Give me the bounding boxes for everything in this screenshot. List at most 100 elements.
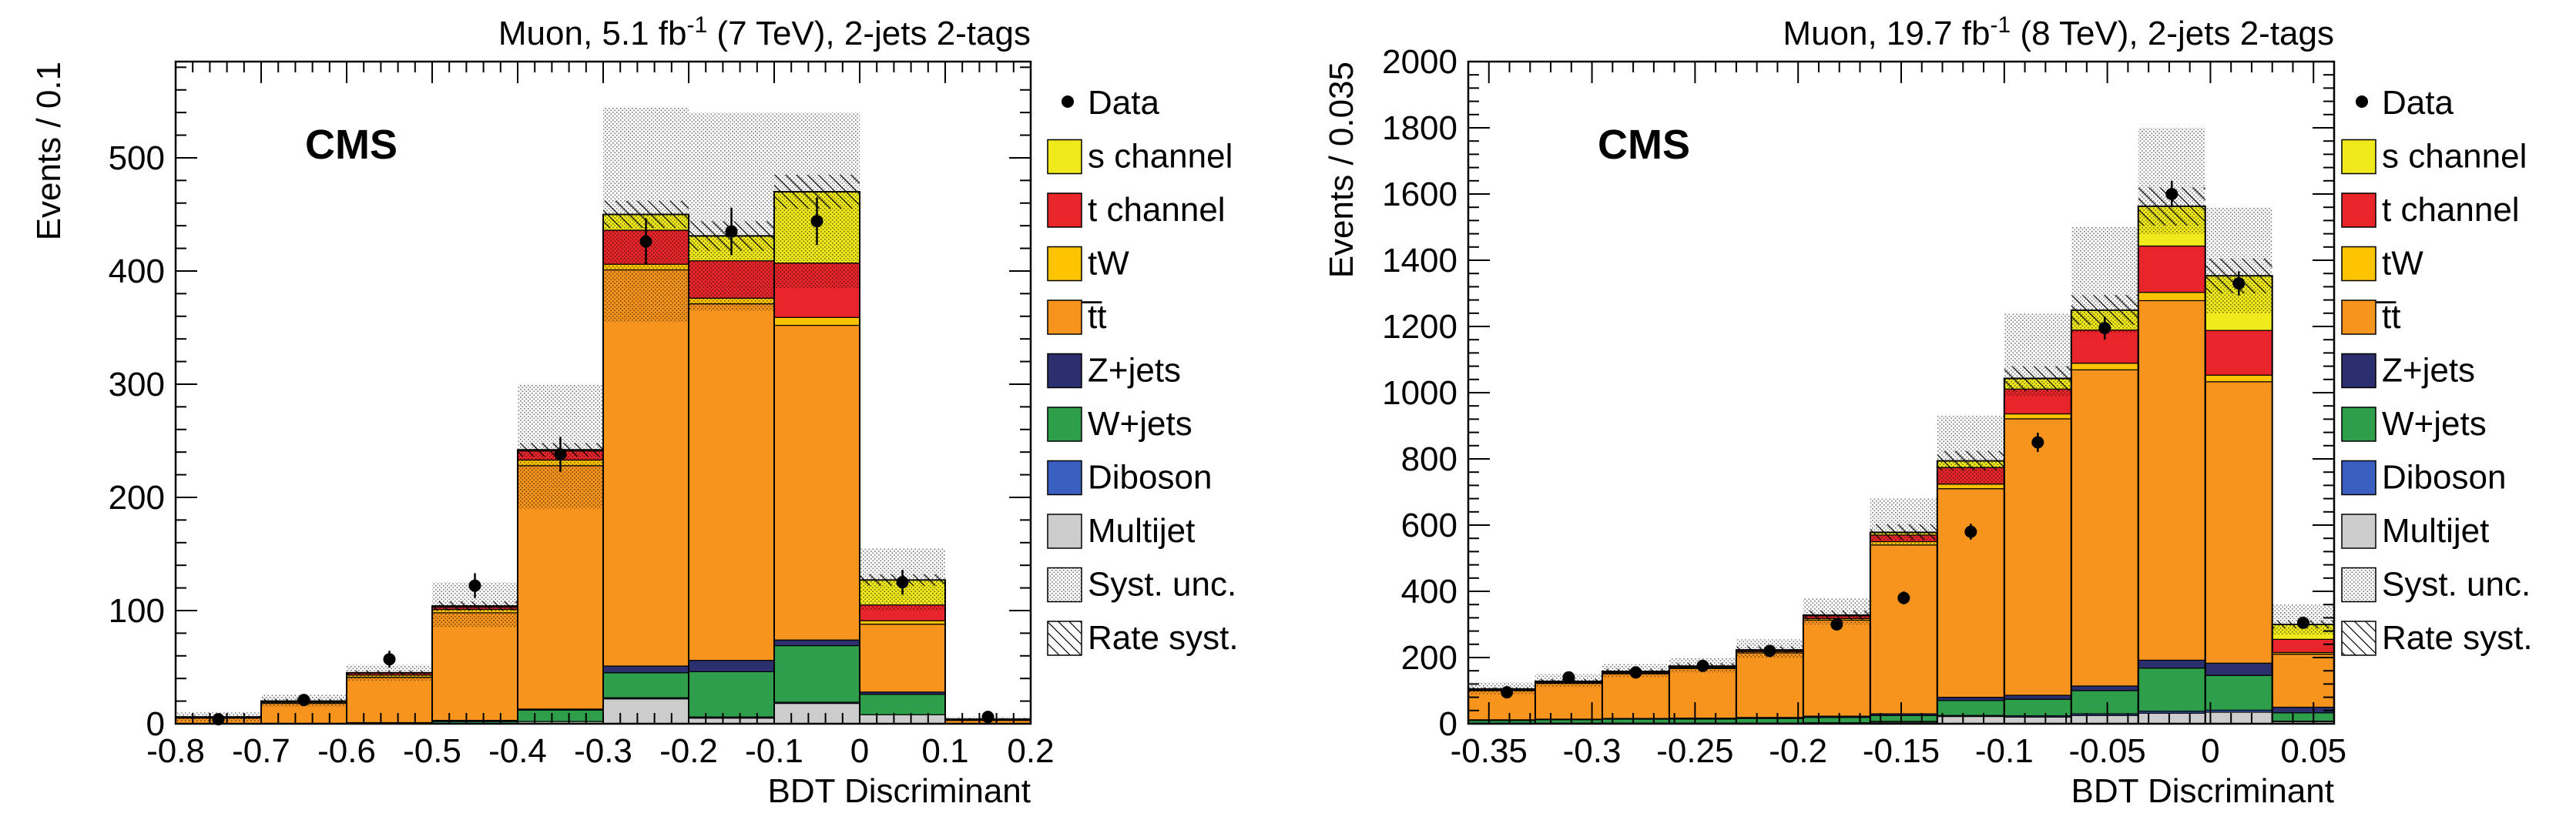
y-axis-title: Events / 0.1 <box>30 62 68 240</box>
data-point <box>2031 436 2044 449</box>
cms-label: CMS <box>305 122 397 168</box>
y-tick-label: 200 <box>109 479 165 517</box>
bar-w-jets <box>2272 712 2335 722</box>
bar-w-jets <box>517 709 604 722</box>
legend-data-marker <box>1062 95 1074 108</box>
bar-tw <box>773 316 860 326</box>
legend-label: Data <box>2382 84 2454 122</box>
data-point <box>1562 671 1575 684</box>
y-tick-label: 0 <box>146 705 165 743</box>
syst-band <box>1937 416 2004 486</box>
data-point <box>468 579 481 592</box>
x-axis-title: BDT Discriminant <box>2071 772 2334 810</box>
chart-title: Muon, 5.1 fb-1 (7 TeV), 2-jets 2-tags <box>498 12 1031 52</box>
y-tick-label: 1600 <box>1382 176 1457 213</box>
legend-label: tW <box>1088 245 1129 283</box>
legend-swatch-multijet <box>2341 514 2376 549</box>
legend-label: t̅t <box>1082 298 1107 336</box>
x-tick-label: -0.8 <box>146 732 205 770</box>
chart-title-superscript: -1 <box>687 12 708 38</box>
chart-8tev: 0200400600800100012001400160018002000-0.… <box>1323 12 2533 810</box>
x-tick-label: 0.1 <box>921 732 968 770</box>
bar-z-jets <box>602 665 689 674</box>
bar-w-jets <box>2205 674 2273 711</box>
bar-w-jets <box>1669 718 1737 724</box>
y-tick-label: 1000 <box>1382 374 1457 412</box>
legend-item: Z+jets <box>1047 352 1181 390</box>
x-tick-label: -0.2 <box>1769 732 1827 770</box>
y-axis: 0 200 400 600 800 1000 1200 1400 1600 1800 2000 <box>1382 43 2334 743</box>
x-axis: -0.8 -0.7 -0.6 -0.5 -0.4 -0.3 -0.2 -0.1 0 0.1 0.2 <box>146 62 1055 770</box>
bar-ttbar <box>773 324 860 641</box>
bar-w-jets <box>1937 700 2005 716</box>
bar-z-jets <box>2205 662 2273 676</box>
cms-label: CMS <box>1598 122 1690 168</box>
x-axis: -0.35 -0.3 -0.25 -0.2 -0.15 -0.1 -0.05 0 0.05 <box>1451 62 2346 770</box>
legend-swatch-diboson <box>1047 460 1082 496</box>
legend-swatch-z-jets <box>2341 353 2376 389</box>
data-point <box>725 225 738 238</box>
legend-item: Z+jets <box>2341 352 2475 390</box>
chart-title-main: Muon, 19.7 fb <box>1783 15 1990 52</box>
data-point <box>1696 659 1709 672</box>
legend-swatch-syst <box>1047 567 1082 603</box>
bar-ttbar <box>2205 381 2273 664</box>
legend-item: W+jets <box>1047 405 1192 443</box>
chart-title: Muon, 19.7 fb-1 (8 TeV), 2-jets 2-tags <box>1783 12 2334 52</box>
bar-z-jets <box>773 639 860 647</box>
bar-ttbar <box>688 303 775 661</box>
bar-ttbar <box>1937 488 2005 698</box>
legend: Data s channel t channel tW t̅t Z+jets W+jets D… <box>2341 84 2533 657</box>
x-tick-label: 0 <box>850 732 869 770</box>
x-tick-label: -0.1 <box>745 732 803 770</box>
legend-label: Syst. unc. <box>1088 566 1236 604</box>
legend-swatch-ttbar <box>2341 300 2376 335</box>
legend-label: Multijet <box>1088 512 1195 550</box>
bar-ttbar <box>346 677 433 724</box>
legend-item: W+jets <box>2341 405 2487 443</box>
legend-swatch-tw <box>1047 246 1082 282</box>
legend-label: t channel <box>2382 191 2520 229</box>
legend-label: t channel <box>1088 191 1226 229</box>
x-tick-label: -0.5 <box>403 732 461 770</box>
legend-data-marker <box>2356 95 2368 108</box>
rate-band <box>432 601 518 611</box>
legend-item: Data <box>2356 84 2454 122</box>
y-tick-label: 800 <box>1401 440 1457 478</box>
bar-ttbar <box>2272 654 2335 708</box>
bar-ttbar <box>431 612 518 721</box>
data-point <box>2296 616 2309 629</box>
x-tick-label: 0.05 <box>2280 732 2346 770</box>
legend-swatch-w-jets <box>2341 407 2376 442</box>
bar-z-jets <box>2071 685 2139 691</box>
bar-t-channel <box>2205 330 2273 376</box>
legend-label: Rate syst. <box>2382 619 2533 657</box>
y-tick-label: 2000 <box>1382 43 1457 81</box>
rate-band <box>1937 450 2004 471</box>
y-tick-label: 300 <box>109 366 165 403</box>
legend-label: tW <box>2382 245 2423 283</box>
y-axis-title: Events / 0.035 <box>1323 62 1360 278</box>
legend-item: Data <box>1062 84 1159 122</box>
bar-w-jets <box>859 694 946 715</box>
legend-item: Rate syst. <box>2341 619 2533 657</box>
legend-swatch-diboson <box>2341 460 2376 496</box>
x-tick-label: -0.05 <box>2068 732 2145 770</box>
bar-t-channel <box>2272 638 2335 654</box>
legend-item: tW <box>1047 245 1129 283</box>
bar-z-jets <box>2138 659 2206 669</box>
x-tick-label: -0.2 <box>659 732 718 770</box>
legend-label: Z+jets <box>1088 352 1181 390</box>
x-tick-label: -0.1 <box>1975 732 2034 770</box>
bar-ttbar <box>1870 544 1938 715</box>
legend-label: W+jets <box>1088 405 1192 443</box>
x-tick-label: -0.35 <box>1451 732 1528 770</box>
bar-ttbar <box>2071 369 2139 687</box>
series-ttbar <box>1467 300 2335 721</box>
legend-item: Multijet <box>2341 512 2489 550</box>
data-point <box>383 653 396 666</box>
legend-label: Multijet <box>2382 512 2489 550</box>
legend-swatch-multijet <box>1047 514 1082 549</box>
y-tick-label: 200 <box>1401 639 1457 677</box>
